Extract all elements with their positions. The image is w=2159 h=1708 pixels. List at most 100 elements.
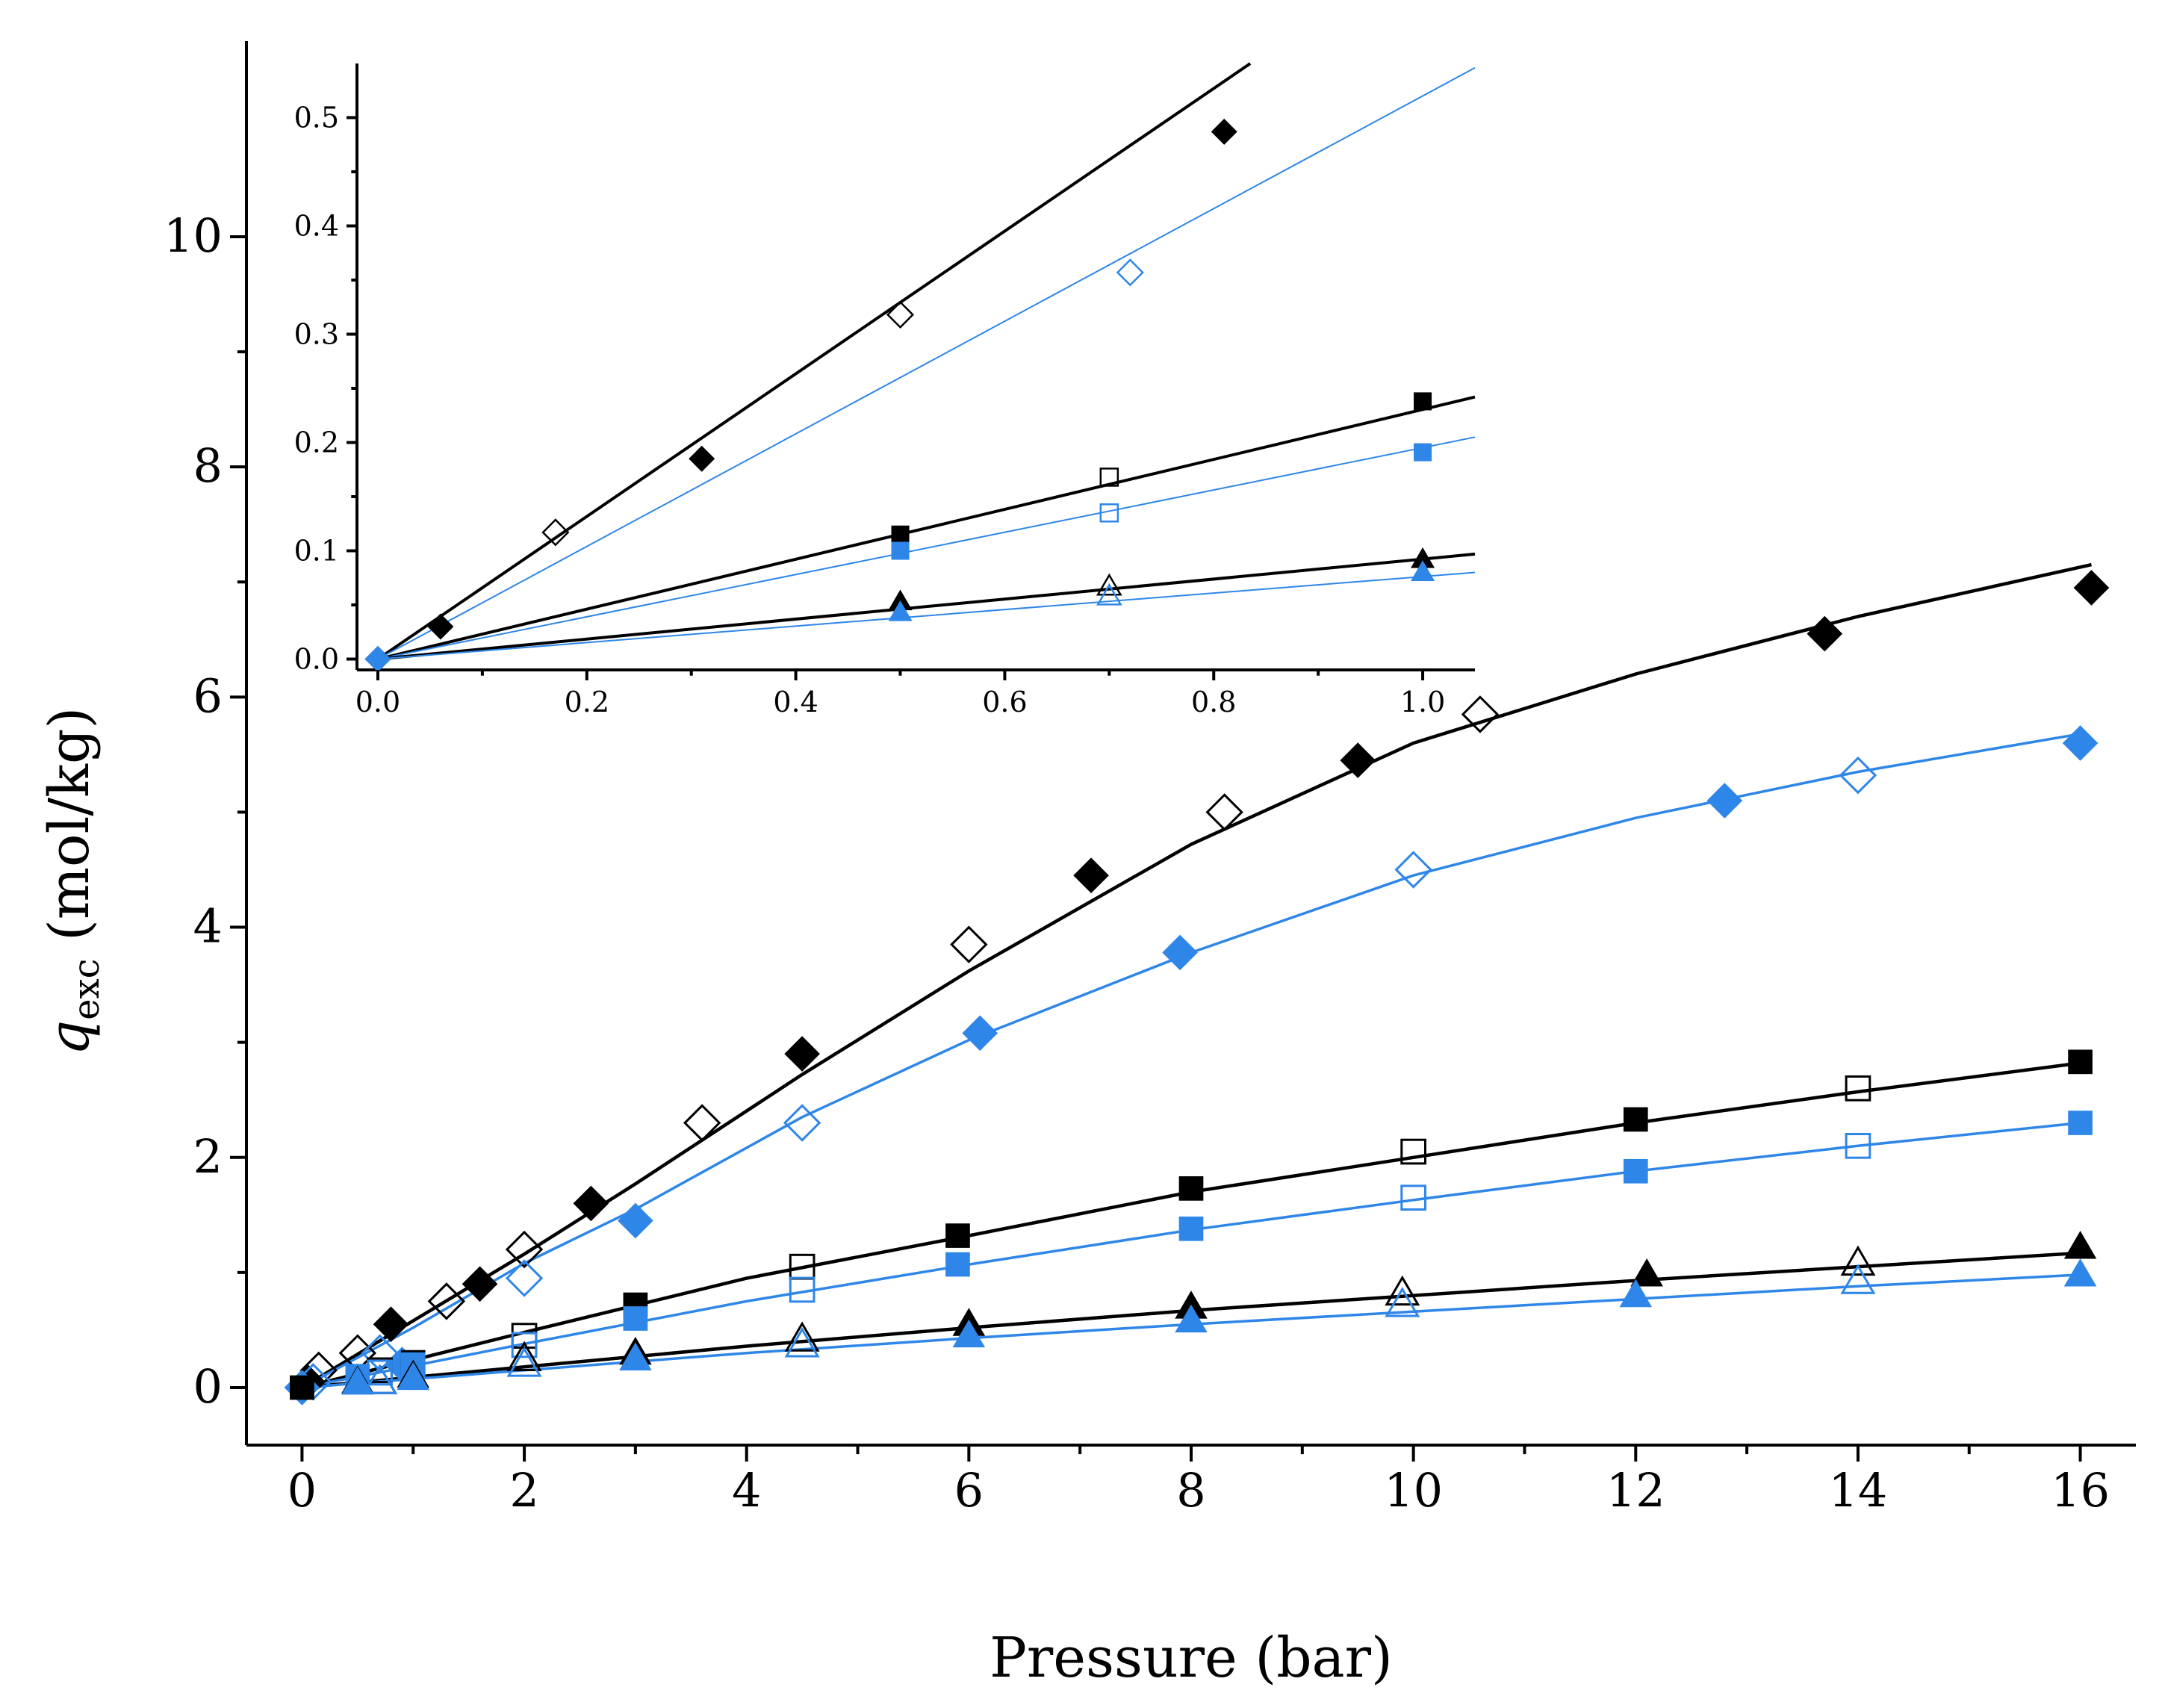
x-axis-title: Pressure (bar) [990,1626,1393,1690]
main-point-triangle-open-black [506,1341,542,1371]
main-point-diamond-open-black [505,1230,544,1269]
main-point-diamond-open-black [950,925,988,963]
main-point-triangle-filled-blue [1175,1304,1208,1333]
inset-x-ticks: 0.0 0.2 0.4 0.6 0.8 1.0 [355,670,1445,718]
inset-point-square-open-blue [1099,503,1119,523]
inset-point-diamond-filled-black [689,445,715,472]
inset-y-tick-label: 0.1 [294,535,339,568]
inset-x-tick-label: 0.0 [355,686,400,718]
main-x-tick-label: 2 [509,1463,538,1518]
main-point-square-open-blue [367,1359,393,1386]
y-axis-subscript: exc [66,959,108,1020]
main-point-diamond-open-blue [505,1259,544,1297]
main-point-triangle-open-blue [362,1364,398,1394]
inset-y-tick-label: 0.3 [294,318,339,351]
main-y-tick-label: 0 [193,1359,223,1414]
main-plot: 0 2 4 6 8 10 12 14 16 0 2 4 6 8 10 Pressure (bar) qex… [37,41,2136,1690]
main-x-tick-label: 12 [1606,1463,1665,1518]
main-point-diamond-open-black [1461,695,1500,733]
main-point-triangle-filled-blue [1619,1279,1653,1308]
inset-point-square-filled-black [891,525,910,544]
inset-point-square-filled-black [1414,392,1432,411]
inset-point-square-open-black [1099,468,1119,487]
main-point-diamond-filled-black [1073,857,1109,894]
inset-x-tick-label: 0.4 [773,686,818,718]
inset-data-points [364,118,1435,673]
main-x-ticks: 0 2 4 6 8 10 12 14 16 [288,1445,2110,1518]
main-y-ticks: 0 2 4 6 8 10 [164,208,246,1414]
inset-fit-diamond-blue [377,66,1476,660]
main-point-diamond-filled-blue [1706,783,1743,819]
main-point-diamond-filled-black [1807,615,1843,652]
inset-point-triangle-filled-blue [888,600,913,621]
main-point-square-open-blue [511,1332,538,1358]
main-x-tick-label: 8 [1176,1463,1205,1518]
inset-fit-triangle-black [377,552,1476,661]
inset-point-triangle-open-black [1096,573,1122,596]
main-data-points [284,570,2110,1406]
inset-point-diamond-open-blue [1116,258,1144,287]
main-point-triangle-filled-blue [397,1361,430,1391]
main-point-diamond-open-blue [361,1334,399,1372]
main-y-tick-label: 8 [193,438,223,493]
main-point-diamond-filled-black [2073,570,2110,606]
inset-point-diamond-filled-blue [364,645,391,673]
inset-point-diamond-open-black [886,300,915,329]
inset-fit-triangle-blue [377,571,1476,660]
inset-fit-lines [376,62,1476,661]
main-point-square-filled-black [290,1375,314,1400]
inset-point-square-filled-blue [1414,443,1432,462]
main-point-square-open-black [1400,1138,1426,1165]
main-point-diamond-open-black [683,1104,721,1142]
y-axis-unit: (mol/kg) [37,707,102,959]
main-point-triangle-open-blue [1840,1264,1876,1294]
main-point-square-filled-black [945,1223,970,1248]
main-point-triangle-open-blue [506,1347,542,1377]
main-point-triangle-filled-blue [341,1366,374,1395]
main-point-diamond-filled-black [1340,742,1376,778]
main-point-diamond-filled-black [573,1185,609,1222]
main-point-triangle-open-blue [1385,1287,1420,1317]
main-point-diamond-filled-black [784,1036,820,1072]
main-point-triangle-filled-blue [952,1319,986,1348]
main-point-square-open-blue [789,1276,816,1303]
main-point-square-filled-black [1178,1176,1204,1201]
main-point-diamond-filled-black [462,1266,498,1302]
main-point-square-filled-black [2068,1049,2093,1075]
main-point-triangle-open-black [1385,1275,1420,1306]
main-point-diamond-filled-blue [618,1202,653,1239]
inset-y-tick-label: 0.2 [294,426,339,459]
main-y-tick-label: 4 [193,899,223,954]
inset-point-diamond-filled-black [427,613,454,640]
main-point-square-open-blue [1400,1184,1426,1211]
main-point-diamond-filled-blue [1162,934,1198,971]
main-x-tick-label: 0 [288,1463,317,1518]
main-y-tick-label: 10 [164,208,223,263]
main-point-square-filled-blue [623,1306,648,1331]
main-point-triangle-open-black [1840,1245,1876,1276]
main-x-tick-label: 14 [1828,1463,1887,1518]
inset-x-tick-label: 1.0 [1400,686,1445,718]
inset-y-tick-label: 0.0 [294,643,339,676]
main-point-square-filled-blue [2068,1111,2093,1135]
main-x-tick-label: 4 [732,1463,761,1518]
inset-x-tick-label: 0.6 [982,686,1027,718]
main-x-tick-label: 6 [954,1463,984,1518]
main-point-diamond-open-blue [1839,756,1877,795]
main-x-tick-label: 16 [2051,1463,2110,1518]
main-point-square-open-black [1845,1075,1871,1102]
main-point-triangle-filled-blue [2063,1258,2097,1287]
inset-y-ticks: 0.0 0.1 0.2 0.3 0.4 0.5 [294,102,357,676]
inset-x-tick-label: 0.2 [565,686,609,718]
main-point-triangle-filled-black [1630,1258,1663,1287]
main-point-square-filled-blue [1178,1216,1204,1241]
y-axis-symbol: q [37,1020,102,1055]
main-y-tick-label: 2 [193,1129,223,1184]
main-point-diamond-open-black [1205,793,1243,831]
inset-fit-square-black [377,395,1476,661]
inset-point-triangle-open-blue [1096,583,1122,606]
main-point-triangle-open-blue [784,1327,820,1358]
main-point-triangle-open-black [784,1321,820,1352]
